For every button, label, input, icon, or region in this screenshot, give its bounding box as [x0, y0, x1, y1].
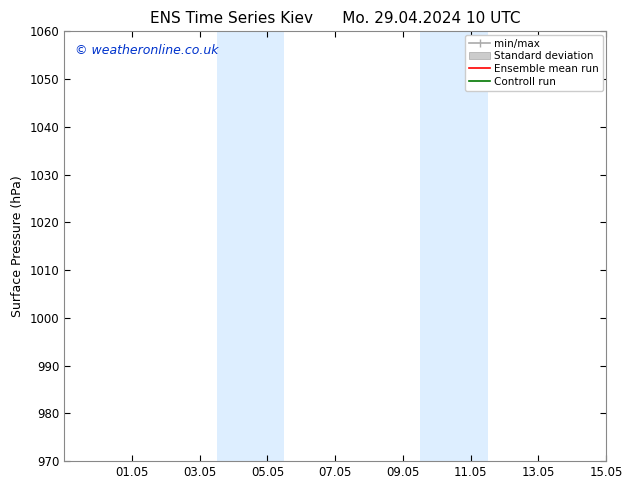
- Legend: min/max, Standard deviation, Ensemble mean run, Controll run: min/max, Standard deviation, Ensemble me…: [465, 35, 603, 91]
- Bar: [420, 31, 488, 461]
- Bar: [217, 31, 285, 461]
- Text: © weatheronline.co.uk: © weatheronline.co.uk: [75, 44, 219, 57]
- Title: ENS Time Series Kiev      Mo. 29.04.2024 10 UTC: ENS Time Series Kiev Mo. 29.04.2024 10 U…: [150, 11, 521, 26]
- Y-axis label: Surface Pressure (hPa): Surface Pressure (hPa): [11, 175, 24, 317]
